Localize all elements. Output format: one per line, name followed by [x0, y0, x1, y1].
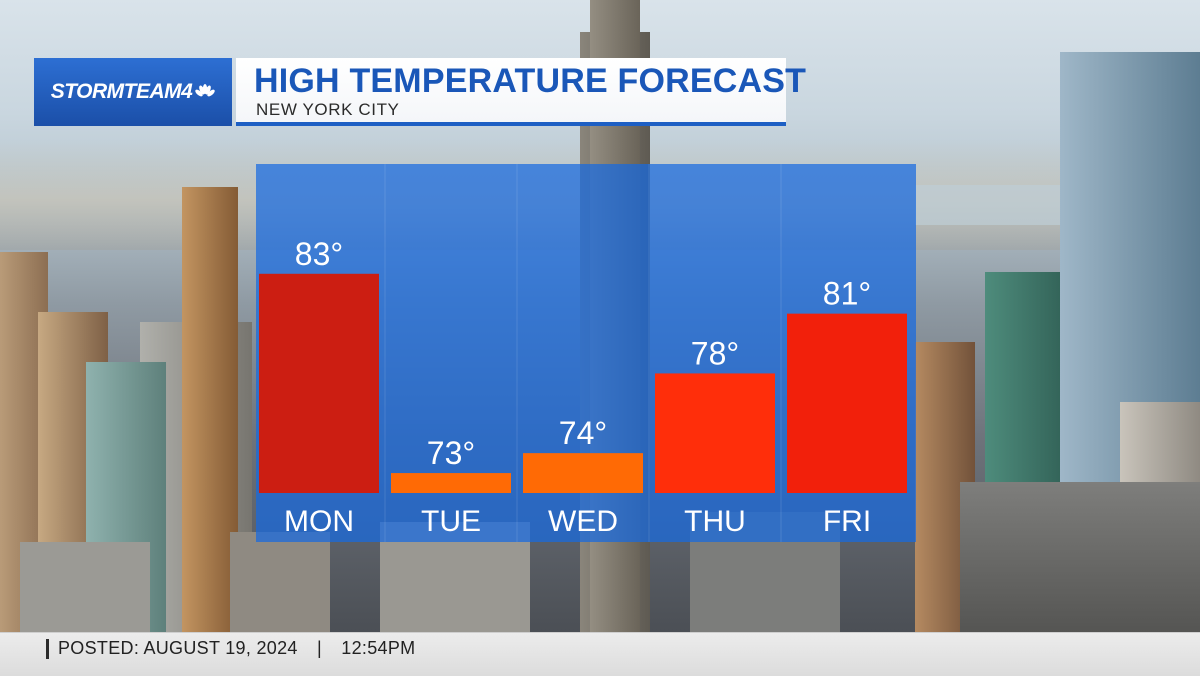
- nbc-peacock-icon: [195, 83, 216, 101]
- footer-separator: |: [317, 638, 322, 658]
- footer-bar: POSTED: AUGUST 19, 2024 | 12:54PM: [0, 632, 1200, 676]
- river: [915, 185, 1065, 225]
- bar-mon: [259, 273, 379, 493]
- value-label-fri: 81°: [823, 276, 871, 312]
- posted-label: POSTED:: [58, 638, 140, 658]
- category-label-wed: WED: [548, 505, 618, 538]
- footer-accent: [46, 639, 49, 659]
- category-label-thu: THU: [684, 505, 746, 538]
- bar-tue: [391, 473, 511, 493]
- bar-fri: [787, 313, 907, 493]
- value-label-wed: 74°: [559, 415, 607, 451]
- bar-thu: [655, 373, 775, 493]
- category-label-mon: MON: [284, 505, 354, 538]
- stormteam4-logo: STORMTEAM4: [34, 58, 232, 126]
- logo-text: STORMTEAM4: [50, 80, 193, 103]
- bar-wed: [523, 453, 643, 493]
- value-label-tue: 73°: [427, 435, 475, 471]
- category-label-tue: TUE: [421, 505, 481, 538]
- page-subtitle: NEW YORK CITY: [256, 100, 400, 119]
- value-label-thu: 78°: [691, 335, 739, 371]
- value-label-mon: 83°: [295, 236, 343, 272]
- posted-date: AUGUST 19, 2024: [143, 638, 298, 658]
- building: [960, 482, 1200, 632]
- chart-panel: 83° MON 73° TUE 74° WED 78° THU 81° FRI: [256, 164, 916, 542]
- posted-time: 12:54PM: [341, 638, 416, 658]
- posted-info: POSTED: AUGUST 19, 2024 | 12:54PM: [58, 638, 415, 659]
- building: [230, 532, 330, 632]
- title-banner: HIGH TEMPERATURE FORECAST NEW YORK CITY: [236, 58, 806, 126]
- category-label-fri: FRI: [823, 505, 871, 538]
- bar-chart: 83° MON 73° TUE 74° WED 78° THU 81° FRI: [259, 164, 907, 542]
- building: [20, 542, 150, 632]
- page-title: HIGH TEMPERATURE FORECAST: [254, 62, 807, 100]
- building: [182, 187, 238, 632]
